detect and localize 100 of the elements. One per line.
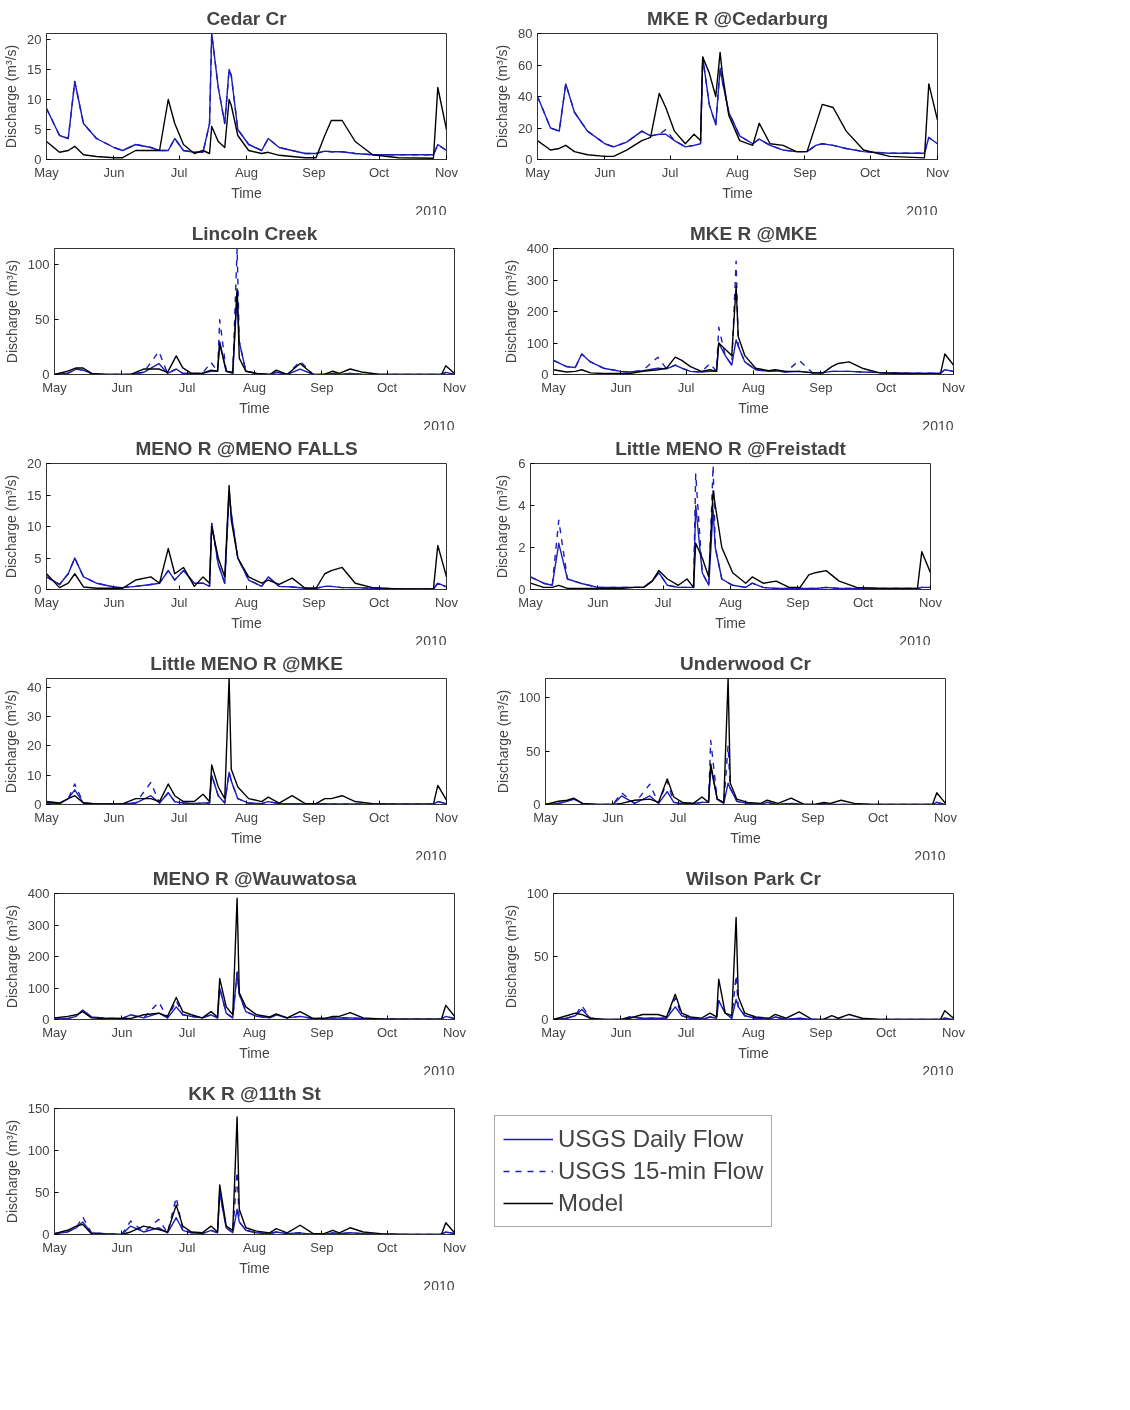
x-axis-title: Time [730, 829, 762, 846]
legend-label: USGS Daily Flow [558, 1124, 744, 1154]
y-tick-label: 100 [27, 1143, 50, 1158]
chart-title: MKE R @Cedarburg [646, 7, 829, 29]
y-tick-label: 100 [526, 886, 549, 901]
x-tick-label: Aug [733, 809, 758, 825]
y-tick-label: 15 [27, 487, 42, 503]
x-tick-label: May [42, 1239, 68, 1255]
x-tick-label: Nov [918, 594, 943, 610]
x-tick-label: Oct [876, 1024, 897, 1040]
y-tick-label: 0 [42, 1012, 50, 1027]
legend-label: USGS 15-min Flow [558, 1156, 764, 1186]
x-tick-label: Jul [178, 1024, 196, 1040]
x-tick-label: May [42, 379, 68, 395]
x-axis-title: Time [738, 399, 770, 416]
x-tick-label: Nov [434, 809, 459, 825]
x-tick-label: Nov [434, 594, 459, 610]
x-tick-label: Aug [242, 379, 267, 395]
x-tick-label: Oct [868, 809, 889, 825]
chart-title: Wilson Park Cr [686, 867, 822, 889]
y-axis-title: Discharge (m³/s) [3, 44, 20, 149]
y-tick-label: 60 [518, 57, 533, 73]
x-tick-label: Oct [377, 1024, 398, 1040]
x-axis-title: Time [231, 829, 263, 846]
y-tick-label: 400 [526, 241, 549, 256]
y-tick-label: 40 [27, 679, 42, 695]
y-tick-label: 4 [518, 498, 526, 513]
y-axis-title: Discharge (m³/s) [3, 1119, 20, 1224]
y-tick-label: 30 [27, 709, 42, 725]
x-tick-label: May [42, 1024, 68, 1040]
x-tick-label: Jul [677, 379, 695, 395]
x-tick-label: Jun [602, 809, 624, 825]
x-tick-label: Nov [442, 1024, 467, 1040]
x-tick-label: Jun [610, 379, 632, 395]
y-tick-label: 10 [27, 92, 42, 107]
x-tick-label: Jul [178, 1239, 196, 1255]
x-tick-label: Sep [302, 164, 326, 180]
text: 2010 [914, 847, 946, 864]
x-tick-label: May [518, 594, 544, 610]
y-axis-title: Discharge (m³/s) [3, 904, 20, 1009]
x-tick-label: Nov [442, 1239, 467, 1255]
x-tick-label: Sep [302, 594, 326, 610]
y-tick-label: 200 [526, 304, 549, 319]
y-axis-title: Discharge (m³/s) [3, 689, 20, 794]
x-tick-label: Jun [111, 1239, 133, 1255]
y-tick-label: 40 [518, 89, 533, 104]
y-tick-label: 200 [27, 949, 50, 964]
text: 2010 [415, 847, 447, 864]
x-axis-title: Time [239, 1259, 271, 1276]
text: 2010 [423, 1062, 455, 1079]
y-tick-label: 2 [518, 540, 526, 555]
x-tick-label: Jun [610, 1024, 632, 1040]
y-tick-label: 0 [541, 367, 549, 382]
x-tick-label: Oct [369, 164, 390, 180]
x-tick-label: Aug [234, 164, 259, 180]
y-tick-label: 20 [518, 120, 533, 136]
x-tick-label: Jul [669, 809, 687, 825]
text: 2010 [922, 417, 954, 434]
x-tick-label: May [34, 164, 60, 180]
x-tick-label: Jun [111, 1024, 133, 1040]
x-tick-label: Aug [725, 164, 750, 180]
chart-title: MENO R @MENO FALLS [135, 437, 358, 459]
chart-title: Little MENO R @MKE [150, 652, 343, 674]
x-tick-label: Jul [661, 164, 679, 180]
y-tick-label: 0 [42, 1227, 50, 1242]
x-tick-label: Oct [853, 594, 874, 610]
x-tick-label: Jul [677, 1024, 695, 1040]
y-tick-label: 20 [27, 456, 42, 471]
x-axis-title: Time [231, 614, 263, 631]
y-tick-label: 10 [27, 767, 42, 783]
text: 2010 [906, 202, 938, 219]
x-tick-label: Jul [170, 594, 188, 610]
y-tick-label: 5 [34, 122, 42, 137]
legend-label: Model [558, 1188, 624, 1218]
x-tick-label: Jun [594, 164, 616, 180]
y-tick-label: 0 [34, 797, 42, 812]
y-tick-label: 0 [518, 582, 526, 597]
y-tick-label: 50 [35, 1185, 50, 1200]
x-tick-label: Jul [654, 594, 672, 610]
x-axis-title: Time [738, 1044, 770, 1061]
text: 2010 [423, 1277, 455, 1294]
x-tick-label: Oct [860, 164, 881, 180]
y-axis-title: Discharge (m³/s) [502, 259, 519, 364]
chart-title: KK R @11th St [188, 1082, 322, 1104]
x-axis-title: Time [722, 184, 754, 201]
y-tick-label: 50 [526, 743, 541, 759]
y-tick-label: 50 [534, 949, 549, 964]
chart-title: Lincoln Creek [191, 222, 318, 244]
x-tick-label: Nov [925, 164, 950, 180]
y-axis-title: Discharge (m³/s) [494, 44, 511, 149]
x-tick-label: Nov [933, 809, 958, 825]
chart-title: Underwood Cr [680, 652, 812, 674]
y-tick-label: 0 [42, 367, 50, 382]
y-axis-title: Discharge (m³/s) [502, 904, 519, 1009]
x-tick-label: Aug [234, 809, 259, 825]
x-tick-label: Nov [442, 379, 467, 395]
x-tick-label: Sep [809, 379, 833, 395]
x-tick-label: Jun [103, 809, 125, 825]
x-axis-title: Time [239, 1044, 271, 1061]
x-tick-label: Oct [369, 594, 390, 610]
